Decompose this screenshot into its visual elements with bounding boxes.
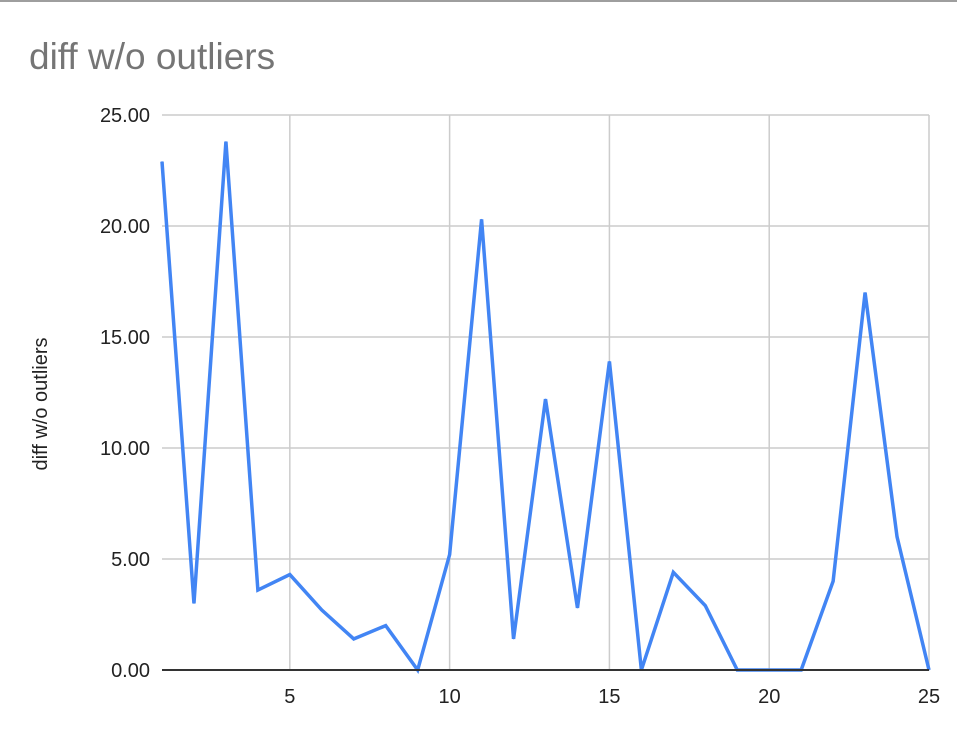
y-tick-label: 15.00: [100, 327, 150, 349]
x-tick-label: 20: [758, 686, 780, 708]
x-tick-label: 10: [439, 686, 461, 708]
data-point: [513, 638, 515, 640]
y-axis-ticks: 0.00 5.00 10.00 15.00 20.00 25.00: [100, 105, 150, 682]
y-tick-label: 10.00: [100, 438, 150, 460]
data-point: [193, 602, 195, 604]
x-tick-label: 15: [598, 686, 620, 708]
data-point: [225, 141, 227, 143]
data-point: [481, 218, 483, 220]
y-tick-label: 20.00: [100, 216, 150, 238]
series-line: [160, 141, 931, 674]
data-point: [864, 292, 866, 294]
series-group: [160, 141, 931, 674]
chart-title: diff w/o outliers: [29, 36, 276, 77]
x-tick-label: 25: [918, 686, 940, 708]
data-point: [545, 398, 546, 400]
x-tick-label: 5: [284, 686, 295, 708]
data-point: [896, 536, 898, 538]
data-point: [608, 360, 610, 362]
data-point: [704, 605, 706, 607]
x-axis-ticks: 5 10 15 20 25: [284, 686, 940, 708]
data-point: [449, 554, 451, 556]
data-point: [257, 589, 259, 591]
data-point: [672, 571, 674, 573]
data-point: [321, 609, 323, 611]
data-point: [385, 625, 387, 627]
y-tick-label: 5.00: [111, 549, 150, 571]
top-border: [0, 0, 957, 2]
y-tick-label: 0.00: [111, 660, 150, 682]
data-point: [576, 607, 578, 609]
gridlines: [162, 114, 930, 670]
data-point: [353, 638, 355, 640]
data-point: [289, 574, 291, 576]
y-axis-label: diff w/o outliers: [30, 337, 52, 470]
data-point: [832, 580, 834, 582]
data-point: [161, 161, 163, 163]
y-tick-label: 25.00: [100, 105, 150, 127]
